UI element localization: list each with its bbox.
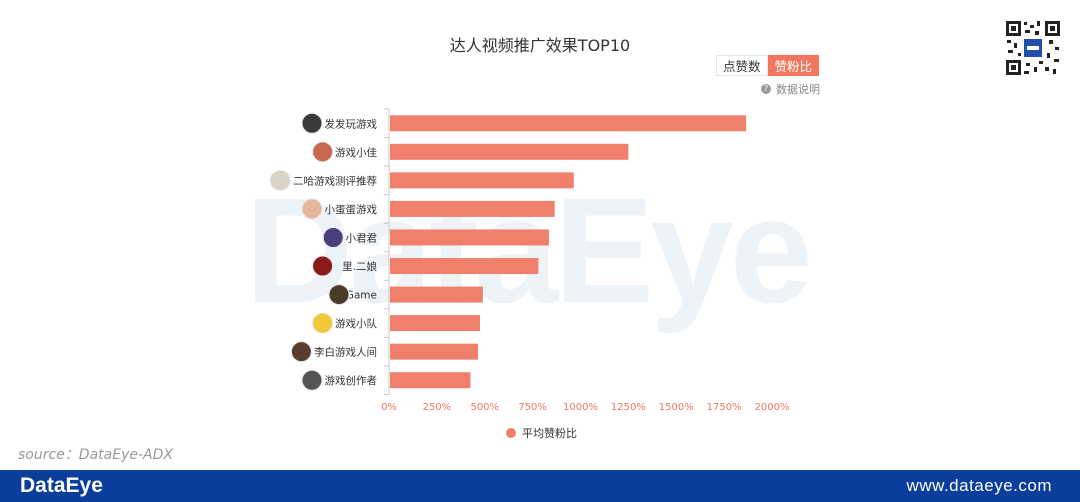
legend-label: 平均赞粉比: [522, 427, 577, 440]
data-note-link[interactable]: ? 数据说明: [761, 81, 820, 97]
source-note: source：DataEye-ADX: [18, 447, 173, 463]
x-tick-label: 250%: [423, 402, 452, 413]
bar: [390, 143, 629, 160]
category-label: 二哈游戏测评推荐: [293, 174, 377, 187]
category-label: 小君君: [346, 232, 378, 244]
bar: [390, 315, 480, 332]
legend-marker: [506, 428, 516, 438]
category-label: 小蛋蛋游戏: [325, 203, 378, 216]
bar: [390, 200, 555, 217]
footer-logo: DataEye: [20, 474, 103, 497]
avatar-icon: [312, 312, 334, 334]
avatar-icon: [322, 226, 344, 248]
avatar-icon: [312, 255, 334, 277]
avatar-icon: [290, 341, 312, 363]
x-tick-label: 750%: [518, 402, 547, 413]
bar: [390, 258, 539, 275]
bar: [390, 229, 549, 246]
category-label: Game: [346, 290, 377, 302]
bar: [390, 172, 574, 189]
category-label: 游戏小佳: [335, 146, 377, 159]
avatar-icon: [301, 369, 323, 391]
category-label: 李白游戏人间: [314, 346, 377, 359]
chart-title: 达人视频推广效果TOP10: [449, 36, 631, 55]
category-label: 发发玩游戏: [325, 117, 378, 130]
data-note-label: 数据说明: [776, 83, 820, 96]
qr-code-icon: [1004, 19, 1062, 77]
x-tick-label: 500%: [470, 402, 499, 413]
category-label: 游戏小队: [335, 317, 377, 330]
x-tick-label: 1000%: [563, 402, 598, 413]
bar: [390, 286, 483, 303]
avatar-icon: [269, 169, 291, 191]
category-label: 游戏创作者: [325, 374, 378, 387]
x-tick-label: 1500%: [659, 402, 694, 413]
x-tick-label: 1250%: [611, 402, 646, 413]
help-icon: ?: [761, 84, 771, 94]
footer-url[interactable]: www.dataeye.com: [906, 476, 1052, 495]
like-fan-ratio-toggle-button[interactable]: 赞粉比: [767, 55, 820, 76]
x-tick-label: 1750%: [707, 402, 742, 413]
category-label: 里.二娘: [342, 260, 377, 273]
avatar-icon: [301, 198, 323, 220]
avatar-icon: [328, 284, 350, 306]
avatar-icon: [301, 112, 323, 134]
bar: [390, 372, 471, 389]
x-tick-label: 2000%: [755, 402, 790, 413]
likes-toggle-button[interactable]: 点赞数: [716, 55, 768, 76]
footer-bar: DataEye www.dataeye.com: [0, 470, 1080, 502]
bar: [390, 343, 479, 360]
x-tick-label: 0%: [381, 402, 397, 413]
bar: [390, 115, 747, 132]
avatar-icon: [312, 141, 334, 163]
metric-toggle[interactable]: 点赞数 赞粉比: [716, 55, 820, 76]
